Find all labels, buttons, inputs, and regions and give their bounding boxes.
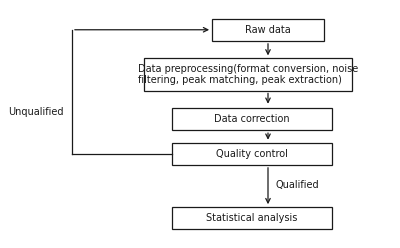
Text: Qualified: Qualified xyxy=(276,180,320,190)
Text: Quality control: Quality control xyxy=(216,149,288,159)
Text: Data correction: Data correction xyxy=(214,114,290,124)
Bar xyxy=(172,207,332,229)
Bar xyxy=(144,58,352,91)
Text: Statistical analysis: Statistical analysis xyxy=(206,213,298,223)
Bar xyxy=(172,108,332,130)
Text: Unqualified: Unqualified xyxy=(8,107,64,117)
Bar xyxy=(172,143,332,165)
Text: Data preprocessing(format conversion, noise
filtering, peak matching, peak extra: Data preprocessing(format conversion, no… xyxy=(138,63,358,85)
Bar xyxy=(212,19,324,41)
Text: Raw data: Raw data xyxy=(245,25,291,35)
